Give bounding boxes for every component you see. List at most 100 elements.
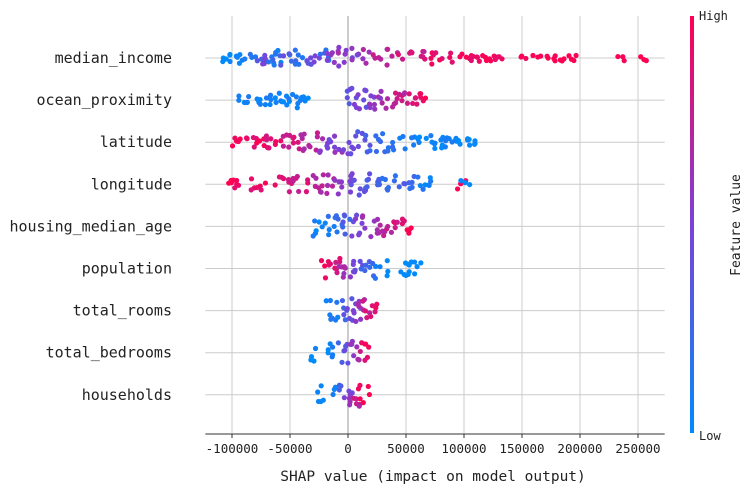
shap-point	[416, 139, 422, 145]
feature-labels: median_income ocean_proximity latitude long…	[9, 49, 172, 404]
shap-point	[483, 57, 490, 64]
shap-point	[342, 347, 348, 353]
shap-point	[429, 61, 435, 67]
shap-point	[264, 145, 271, 151]
shap-point	[415, 174, 421, 180]
shap-point	[390, 147, 397, 153]
shap-point	[364, 149, 370, 155]
shap-point	[409, 135, 415, 141]
shap-point	[342, 231, 348, 237]
shap-point	[351, 310, 357, 316]
feature-label-longitude: longitude	[91, 175, 172, 193]
shap-point	[363, 60, 369, 66]
shap-point	[294, 105, 300, 111]
shap-point	[262, 55, 268, 62]
shap-point	[263, 95, 270, 101]
shap-point	[335, 50, 341, 56]
shap-point	[315, 389, 321, 395]
shap-point	[411, 142, 417, 148]
shap-point	[271, 62, 277, 68]
feature-points-longitude	[226, 171, 473, 198]
shap-point	[353, 133, 359, 139]
shap-point	[330, 352, 336, 358]
shap-point	[312, 230, 318, 236]
shap-point	[362, 87, 368, 93]
shap-point	[331, 386, 337, 392]
shap-point	[363, 341, 369, 347]
shap-point	[300, 94, 307, 100]
shap-point	[244, 99, 250, 105]
shap-point	[272, 141, 278, 148]
shap-point	[346, 101, 352, 107]
shap-point	[285, 176, 292, 183]
shap-point	[467, 181, 473, 188]
shap-point	[286, 144, 292, 150]
shap-point	[372, 106, 378, 112]
shap-point	[420, 186, 426, 192]
shap-point	[280, 99, 286, 105]
shap-point	[331, 133, 338, 139]
shap-point	[232, 135, 238, 141]
shap-point	[316, 219, 322, 225]
shap-point	[469, 54, 475, 60]
shap-point	[355, 129, 361, 135]
shap-point	[362, 225, 368, 231]
shap-point	[404, 100, 411, 106]
x-tick-label: 50000	[387, 441, 425, 456]
feature-points-housing_median_age	[310, 212, 414, 240]
shap-point	[384, 273, 390, 279]
shap-point	[357, 396, 363, 402]
shap-point	[351, 177, 357, 183]
shap-point	[409, 179, 415, 185]
feature-label-ocean_proximity: ocean_proximity	[37, 91, 172, 109]
shap-point	[334, 229, 340, 235]
shap-point	[329, 344, 336, 350]
shap-point	[362, 132, 369, 138]
shap-point	[519, 53, 525, 59]
shap-point	[339, 184, 345, 190]
x-tick-label: 200000	[557, 441, 602, 456]
shap-point	[345, 360, 351, 366]
shap-point	[364, 354, 371, 360]
shap-point	[462, 180, 468, 186]
shap-point	[268, 136, 274, 142]
shap-point	[343, 47, 349, 53]
shap-point	[448, 50, 454, 56]
shap-point	[347, 274, 354, 280]
shap-point	[331, 144, 338, 150]
feature-points-total_bedrooms	[308, 338, 372, 366]
shap-point	[349, 296, 355, 302]
shap-point	[227, 58, 233, 65]
shap-point	[301, 146, 307, 152]
shap-point	[348, 151, 354, 157]
shap-point	[418, 53, 424, 59]
shap-point	[374, 227, 380, 233]
shap-point	[391, 178, 397, 184]
shap-point	[315, 398, 322, 405]
shap-point	[378, 88, 384, 94]
shap-point	[336, 263, 342, 270]
shap-point	[270, 56, 276, 63]
shap-point	[368, 313, 374, 320]
shap-point	[352, 216, 359, 222]
shap-point	[316, 55, 322, 61]
shap-point	[280, 53, 287, 59]
shap-point	[310, 172, 316, 179]
shap-point	[357, 258, 363, 264]
shap-point	[412, 271, 418, 277]
shap-point	[342, 265, 348, 271]
shap-point	[458, 178, 464, 184]
shap-point	[311, 59, 317, 65]
shap-point	[409, 50, 415, 56]
shap-point	[294, 173, 300, 180]
shap-point	[341, 312, 347, 318]
shap-point	[535, 54, 541, 60]
shap-point	[406, 262, 412, 268]
shap-point	[280, 133, 286, 139]
shap-point	[278, 62, 284, 68]
shap-point	[621, 58, 627, 64]
shap-point	[347, 189, 354, 195]
shap-point	[353, 318, 359, 325]
shap-point	[251, 144, 257, 150]
shap-point	[265, 59, 272, 65]
